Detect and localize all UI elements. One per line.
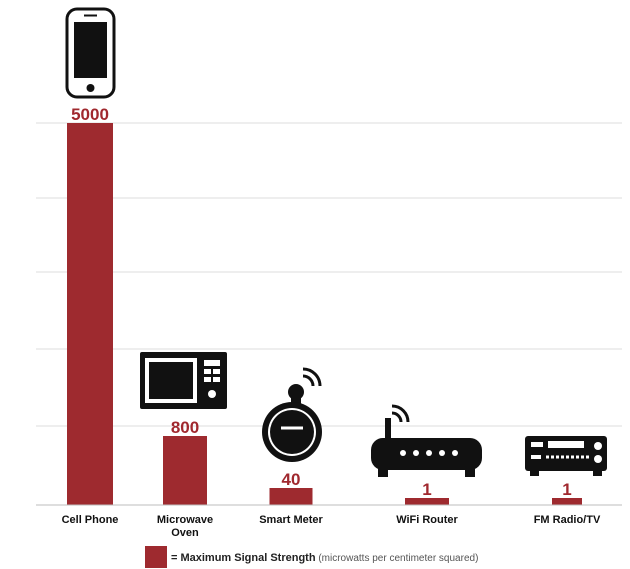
gridlines xyxy=(36,122,622,427)
bar xyxy=(269,488,313,505)
value-label: 40 xyxy=(282,470,301,489)
svg-text:= Maximum Signal Strength (mic: = Maximum Signal Strength (microwatts pe… xyxy=(171,552,478,564)
smart-meter-icon xyxy=(262,367,322,462)
category-labels: Cell Phone Microwave Oven Smart Meter WiFi R… xyxy=(62,514,601,539)
bar xyxy=(163,436,207,505)
value-labels: 5000 800 40 1 1 xyxy=(71,105,572,499)
category-label: WiFi Router xyxy=(396,514,458,526)
microwave-icon xyxy=(140,352,227,409)
legend-swatch xyxy=(145,546,167,568)
legend-units: (microwatts per centimeter squared) xyxy=(316,553,479,564)
legend: = Maximum Signal Strength (microwatts pe… xyxy=(145,546,478,568)
category-label: Smart Meter xyxy=(259,514,323,526)
category-label: Microwave Oven xyxy=(157,514,213,539)
bar xyxy=(67,123,113,505)
bar xyxy=(405,498,449,505)
value-label: 1 xyxy=(422,480,431,499)
cell-phone-icon xyxy=(65,7,116,99)
value-label: 5000 xyxy=(71,105,109,124)
value-label: 1 xyxy=(562,480,571,499)
value-label: 800 xyxy=(171,418,199,437)
category-label: Cell Phone xyxy=(62,514,119,526)
bars xyxy=(67,123,582,505)
legend-label: = Maximum Signal Strength xyxy=(171,552,316,564)
bar xyxy=(552,498,582,505)
wifi-router-icon xyxy=(371,404,482,477)
category-label: FM Radio/TV xyxy=(534,514,601,526)
radio-receiver-icon xyxy=(525,436,607,476)
